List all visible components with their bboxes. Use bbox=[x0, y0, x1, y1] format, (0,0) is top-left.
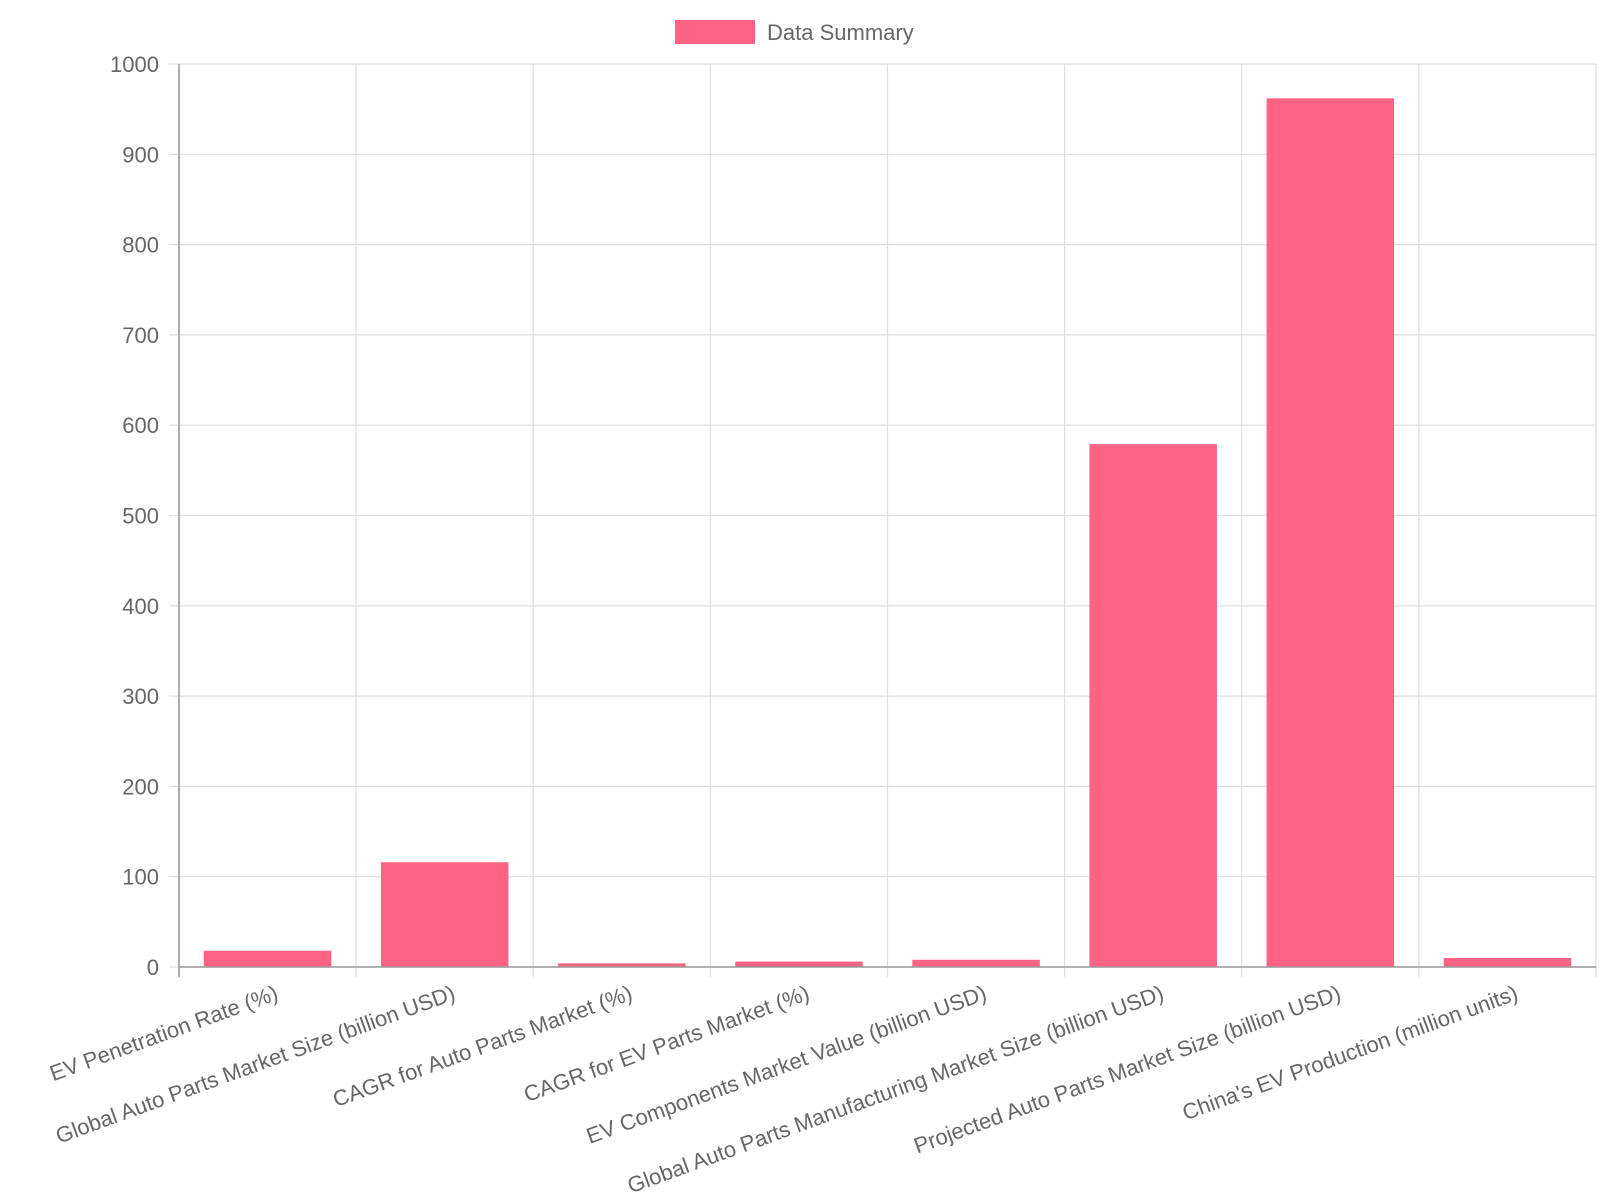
bar[interactable] bbox=[203, 950, 332, 967]
x-tick-label: China's EV Production (million units) bbox=[1179, 980, 1521, 1125]
legend-swatch bbox=[675, 20, 755, 44]
y-tick-label: 500 bbox=[122, 504, 159, 529]
x-axis-tick-labels: EV Penetration Rate (%)Global Auto Parts… bbox=[46, 980, 1521, 1198]
y-tick-label: 300 bbox=[122, 684, 159, 709]
bar[interactable] bbox=[1443, 957, 1572, 967]
x-tick-label: CAGR for EV Parts Market (%) bbox=[520, 980, 812, 1107]
y-tick-label: 600 bbox=[122, 413, 159, 438]
bar[interactable] bbox=[558, 963, 686, 967]
bar[interactable] bbox=[1266, 98, 1395, 967]
y-tick-label: 800 bbox=[122, 233, 159, 258]
bar[interactable] bbox=[1089, 444, 1217, 968]
y-axis-tick-labels: 0 100 200 300 400 500 600 700 800 900 1000 bbox=[110, 52, 159, 980]
x-tick-label: CAGR for Auto Parts Market (%) bbox=[329, 980, 635, 1112]
bar[interactable] bbox=[912, 959, 1040, 967]
y-tick-label: 0 bbox=[147, 955, 159, 980]
y-tick-label: 400 bbox=[122, 594, 159, 619]
legend-label[interactable]: Data Summary bbox=[767, 20, 914, 45]
y-tick-label: 1000 bbox=[110, 52, 159, 77]
y-tick-label: 900 bbox=[122, 142, 159, 167]
y-tick-label: 200 bbox=[122, 774, 159, 799]
axes bbox=[178, 64, 1596, 977]
bars bbox=[203, 98, 1572, 968]
y-tick-label: 700 bbox=[122, 323, 159, 348]
y-tick-label: 100 bbox=[122, 865, 159, 890]
bar[interactable] bbox=[380, 862, 509, 967]
legend[interactable]: Data Summary bbox=[675, 20, 914, 45]
bar[interactable] bbox=[735, 961, 863, 967]
